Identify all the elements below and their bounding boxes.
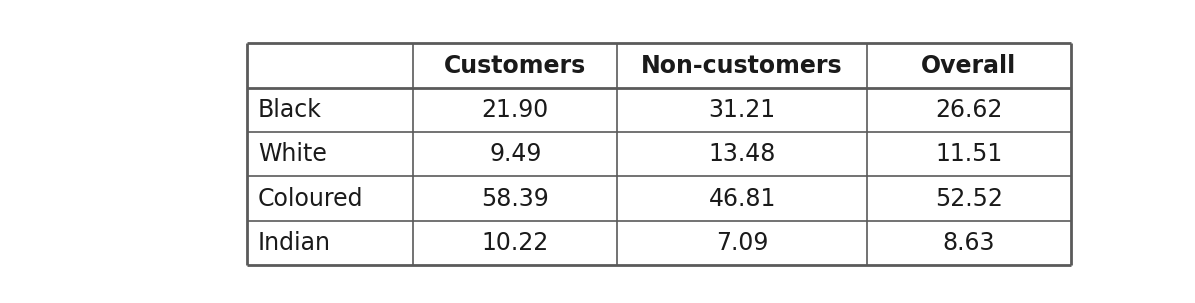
Text: Indian: Indian: [258, 231, 331, 255]
Text: 9.49: 9.49: [489, 142, 541, 166]
Text: Black: Black: [258, 98, 321, 122]
Text: Customers: Customers: [445, 54, 587, 78]
Text: Non-customers: Non-customers: [642, 54, 842, 78]
Text: 46.81: 46.81: [709, 187, 776, 211]
Text: 21.90: 21.90: [482, 98, 549, 122]
Text: 10.22: 10.22: [482, 231, 549, 255]
Text: 26.62: 26.62: [936, 98, 1003, 122]
Text: 11.51: 11.51: [936, 142, 1003, 166]
Text: 58.39: 58.39: [482, 187, 549, 211]
Text: White: White: [258, 142, 326, 166]
Text: 7.09: 7.09: [716, 231, 768, 255]
Text: 31.21: 31.21: [709, 98, 776, 122]
Text: 13.48: 13.48: [709, 142, 776, 166]
Text: 8.63: 8.63: [943, 231, 995, 255]
Text: 52.52: 52.52: [934, 187, 1003, 211]
Text: Coloured: Coloured: [258, 187, 363, 211]
Text: Overall: Overall: [921, 54, 1017, 78]
